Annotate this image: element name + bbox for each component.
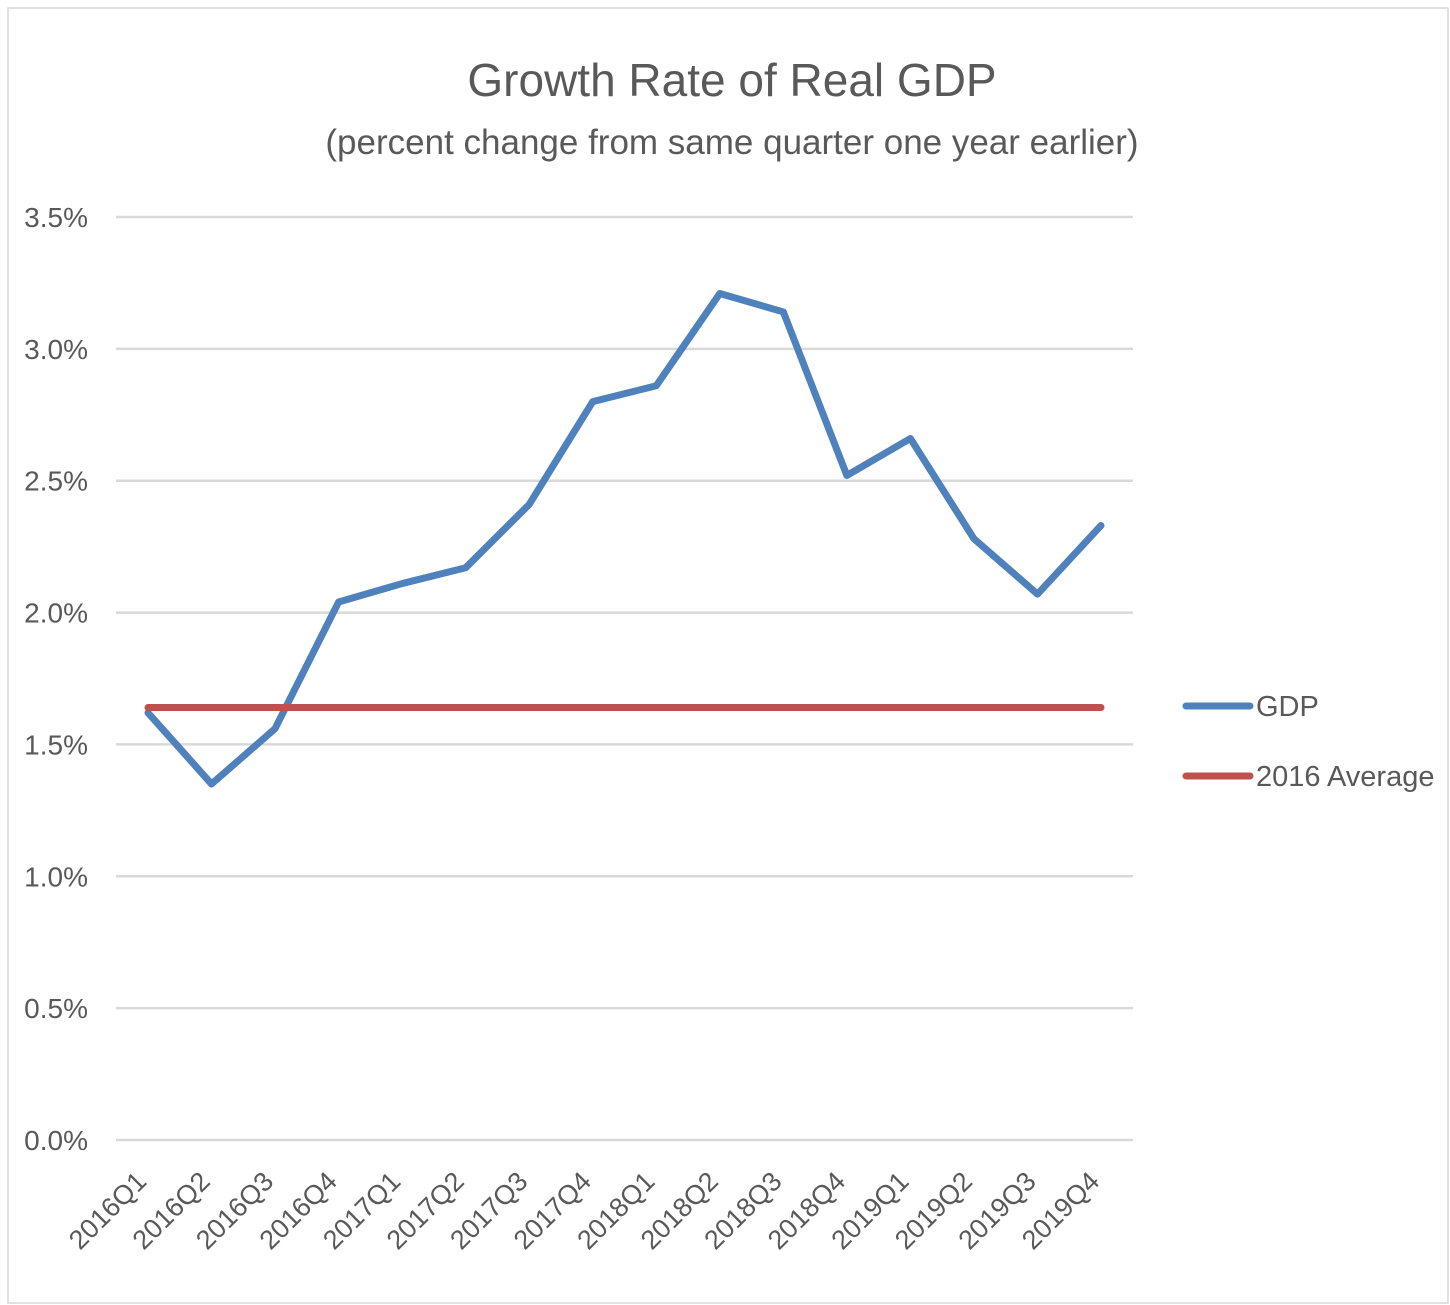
y-tick-label: 1.5% — [24, 729, 88, 760]
series-lines — [144, 289, 1105, 788]
legend-label: GDP — [1256, 691, 1319, 723]
y-tick-label: 1.0% — [24, 861, 88, 892]
y-tick-label: 3.5% — [24, 202, 88, 233]
y-tick-label: 3.0% — [24, 334, 88, 365]
legend: GDP 2016 Average — [1182, 691, 1434, 793]
series-line-gdp — [144, 289, 1105, 788]
y-axis-ticks: 0.0% 0.5% 1.0% 1.5% 2.0% 2.5% 3.0% 3.5% — [24, 202, 88, 1156]
gridlines — [116, 215, 1133, 1142]
y-tick-label: 2.5% — [24, 466, 88, 497]
y-tick-label: 0.5% — [24, 993, 88, 1024]
chart-subtitle: (percent change from same quarter one ye… — [325, 123, 1138, 162]
chart-frame — [7, 7, 1449, 1304]
y-tick-label: 2.0% — [24, 598, 88, 629]
y-tick-label: 0.0% — [24, 1125, 88, 1156]
legend-label: 2016 Average — [1256, 761, 1434, 793]
chart-title: Growth Rate of Real GDP — [467, 54, 996, 106]
